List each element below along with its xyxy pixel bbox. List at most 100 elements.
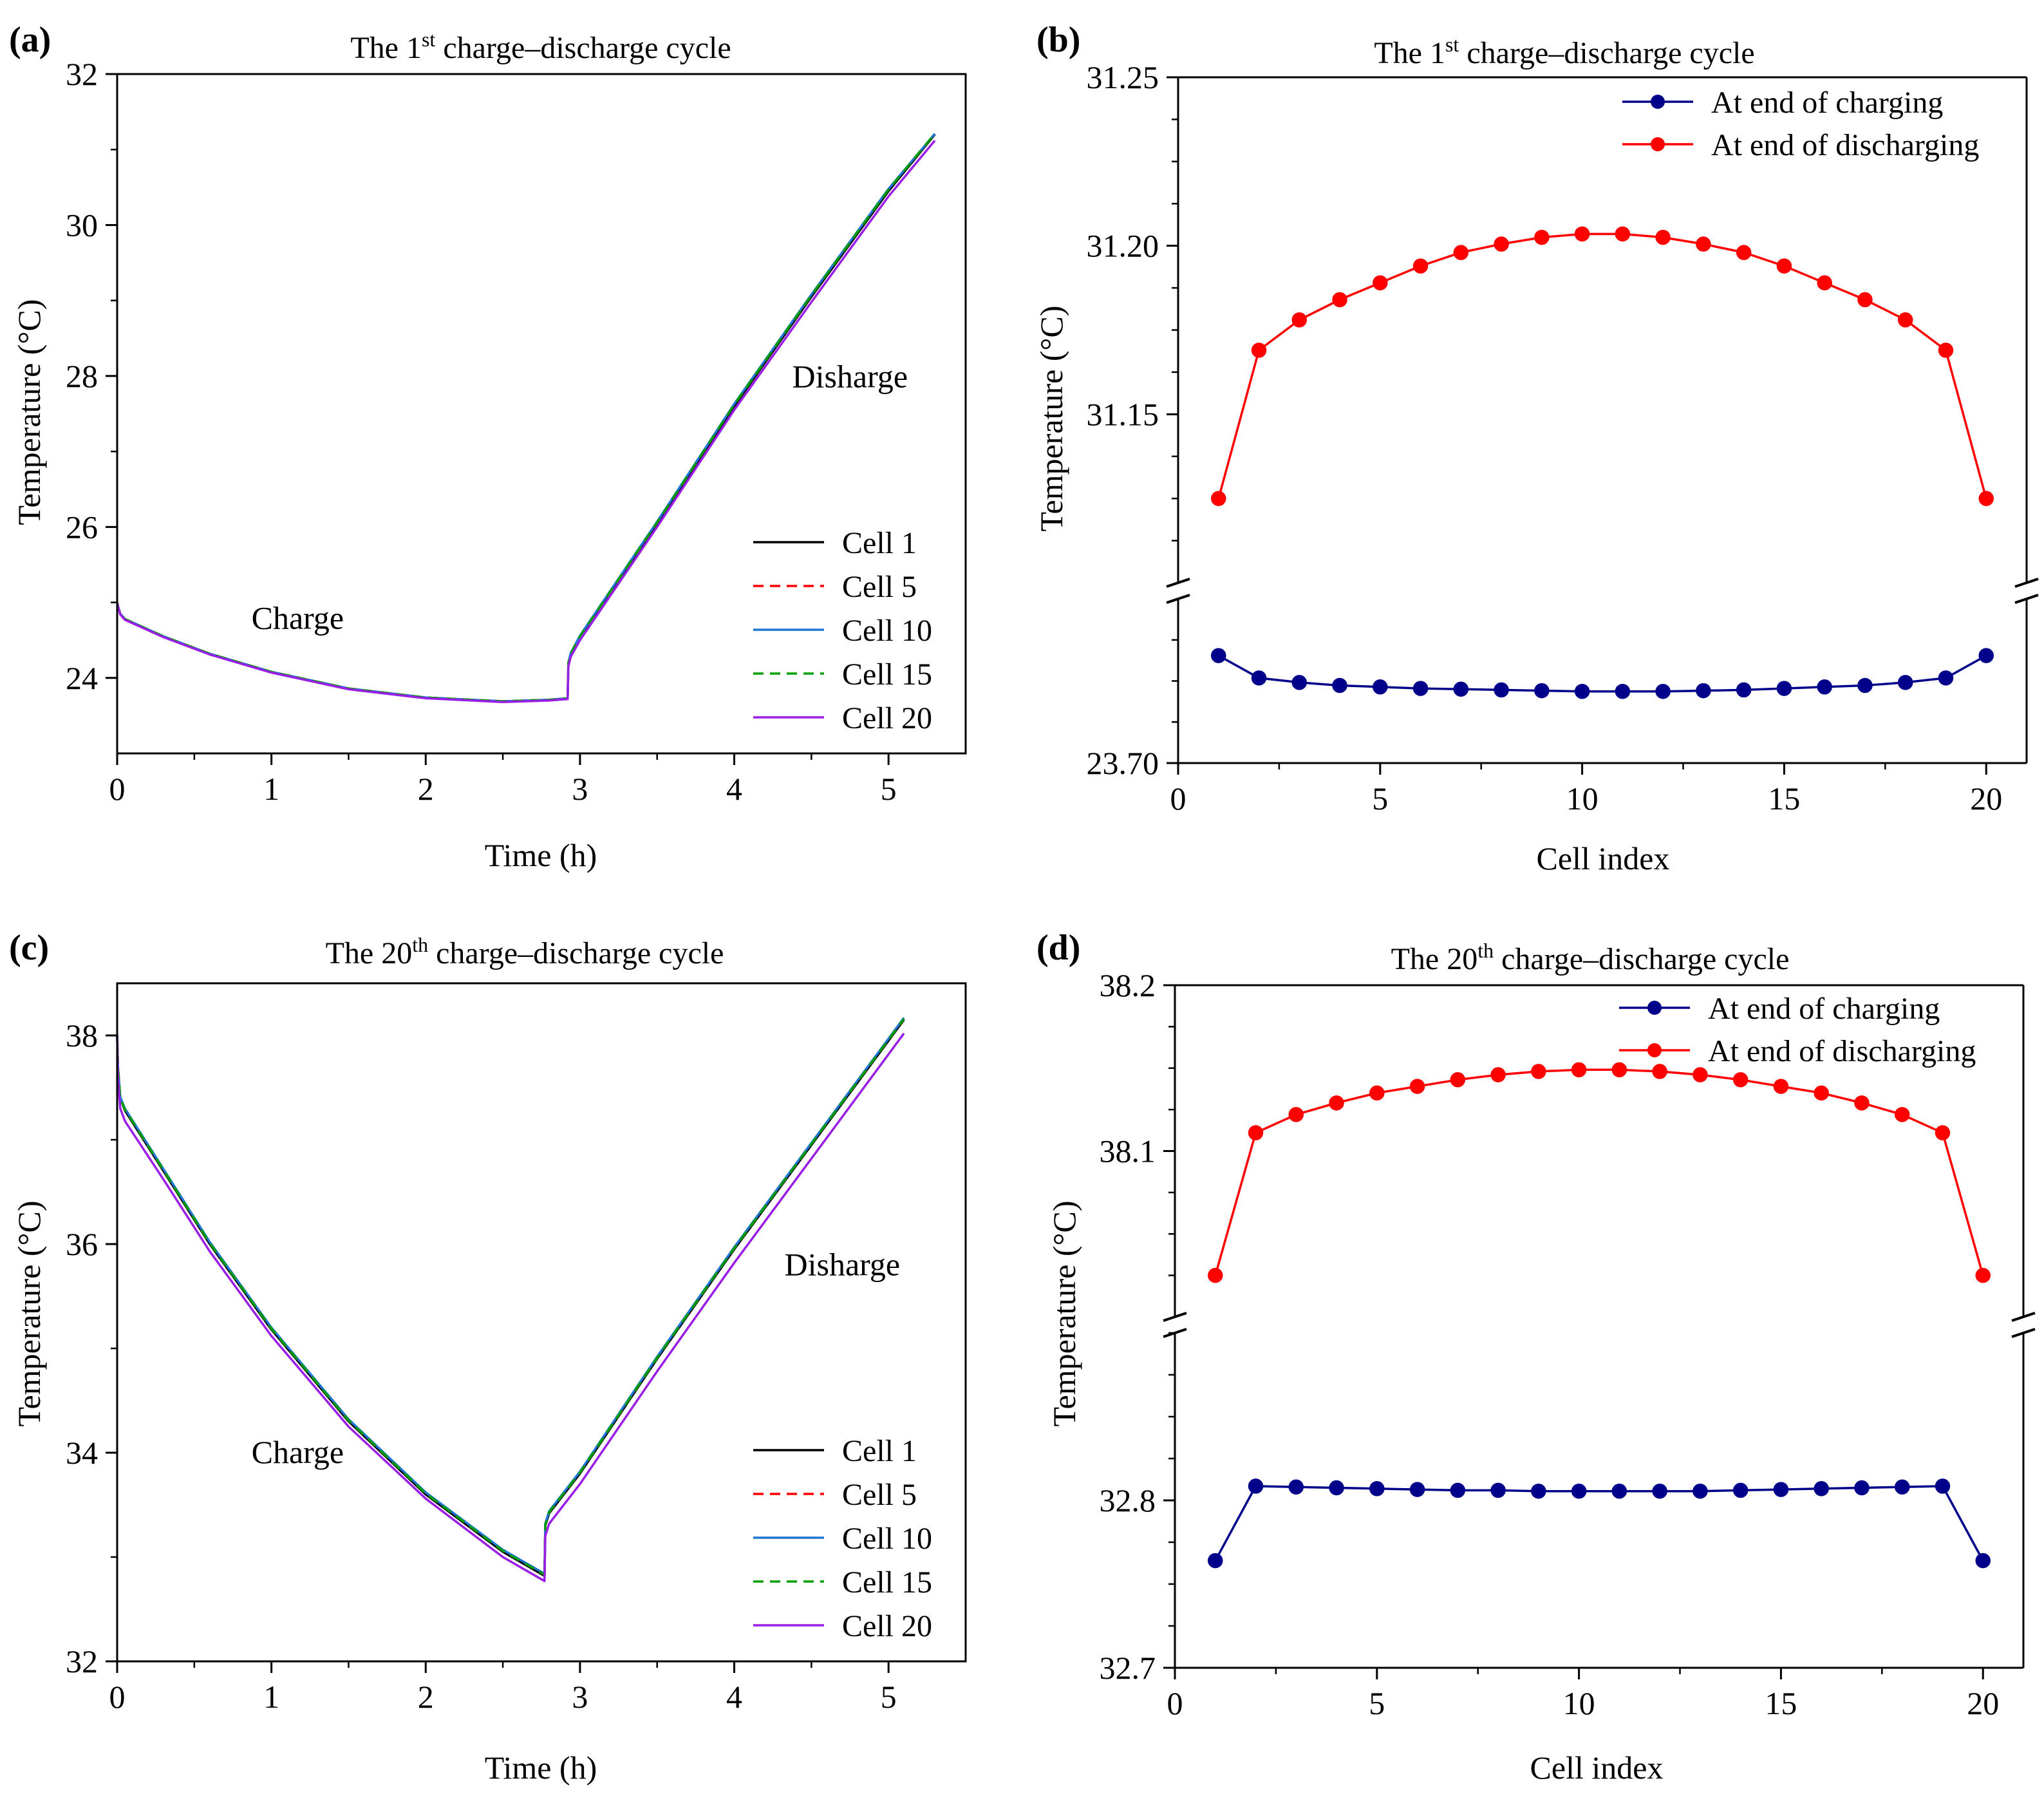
axis-break-mark — [2011, 1328, 2036, 1338]
data-point-at-end-of-charging — [1329, 1480, 1344, 1496]
panel-d-series — [1208, 1062, 1991, 1569]
x-tick-label: 0 — [109, 1679, 126, 1715]
legend-label: Cell 15 — [842, 1565, 932, 1600]
data-point-at-end-of-charging — [1773, 1482, 1789, 1497]
data-point-at-end-of-charging — [1409, 1482, 1425, 1497]
data-point-at-end-of-discharging — [1369, 1085, 1385, 1101]
data-point-at-end-of-discharging — [1251, 343, 1267, 358]
data-point-at-end-of-charging — [1611, 1483, 1627, 1499]
panel-d-xlabel: Cell index — [1530, 1750, 1664, 1786]
data-point-at-end-of-charging — [1412, 681, 1429, 696]
data-point-at-end-of-discharging — [1615, 226, 1631, 242]
data-point-at-end-of-discharging — [1938, 343, 1954, 358]
data-point-at-end-of-discharging — [1571, 1062, 1587, 1078]
axis-break-mark — [2011, 1312, 2036, 1322]
x-tick-label: 0 — [1170, 780, 1186, 817]
annotation-label: Disharge — [784, 1247, 900, 1283]
series-line-cell-1 — [116, 133, 936, 703]
panel-a-xlabel: Time (h) — [485, 837, 597, 873]
y-tick-label: 36 — [66, 1226, 98, 1262]
x-tick-label: 5 — [881, 1679, 897, 1715]
data-point-at-end-of-charging — [1736, 682, 1752, 698]
data-point-at-end-of-discharging — [1291, 312, 1308, 328]
data-point-at-end-of-charging — [1692, 1483, 1708, 1499]
data-point-at-end-of-charging — [1211, 648, 1226, 663]
legend-label: Cell 20 — [842, 701, 932, 735]
data-point-at-end-of-charging — [1453, 681, 1469, 697]
y-tick-label: 31.25 — [1087, 59, 1159, 95]
panel-b-legend: At end of charging At end of discharging — [1622, 86, 1979, 162]
data-point-at-end-of-charging — [1935, 1478, 1951, 1494]
x-tick-label: 1 — [263, 1679, 279, 1715]
x-tick-label: 5 — [1369, 1685, 1385, 1721]
annotation-label: Charge — [252, 1434, 344, 1470]
data-point-at-end-of-charging — [1369, 1481, 1385, 1497]
data-point-at-end-of-charging — [1490, 1482, 1506, 1498]
y-tick-label: 38 — [66, 1017, 98, 1053]
data-point-at-end-of-charging — [1897, 675, 1913, 690]
x-tick-label: 1 — [263, 771, 279, 807]
y-tick-label: 38.2 — [1100, 967, 1156, 1003]
y-tick-label: 24 — [66, 660, 98, 696]
y-tick-label: 28 — [66, 358, 98, 394]
series-line-cell-5 — [116, 1018, 905, 1576]
data-point-at-end-of-discharging — [1696, 236, 1711, 252]
y-tick-label: 26 — [66, 509, 98, 545]
series-line-cell-10 — [116, 1017, 905, 1575]
data-point-at-end-of-discharging — [1409, 1079, 1425, 1094]
data-point-at-end-of-discharging — [1978, 491, 1994, 506]
annotation-label: Charge — [252, 600, 344, 636]
x-tick-label: 10 — [1566, 780, 1599, 817]
data-point-at-end-of-charging — [1373, 679, 1388, 695]
x-tick-label: 0 — [1167, 1685, 1183, 1721]
panel-a-ticks: 0 1 2 3 4 5 24 26 28 30 32 — [66, 56, 897, 807]
data-point-at-end-of-charging — [1732, 1482, 1749, 1498]
panel-c: (c) The 20th charge–discharge cycle Time… — [9, 928, 967, 1786]
y-tick-label: 31.15 — [1087, 396, 1159, 432]
y-tick-label: 31.20 — [1087, 228, 1159, 264]
series-line-at-end-of-charging — [1214, 1485, 1984, 1562]
data-point-at-end-of-discharging — [1329, 1095, 1344, 1111]
panel-b-ylabel: Temperature (°C) — [1033, 305, 1069, 531]
data-point-at-end-of-discharging — [1692, 1067, 1708, 1082]
panel-c-letter: (c) — [9, 928, 49, 968]
legend-label: Cell 5 — [842, 1478, 917, 1512]
panel-c-legend: Cell 1 Cell 5 Cell 10 Cell 15 Cell 20 — [753, 1434, 932, 1643]
panel-c-frame — [116, 982, 967, 1663]
data-point-at-end-of-charging — [1574, 683, 1590, 699]
x-tick-label: 3 — [572, 1679, 588, 1715]
legend-label: Cell 1 — [842, 1434, 917, 1468]
y-tick-label: 32.7 — [1100, 1650, 1156, 1686]
data-point-at-end-of-charging — [1938, 670, 1954, 686]
y-tick-label: 32 — [66, 56, 98, 92]
legend-marker — [1647, 1001, 1662, 1015]
data-point-at-end-of-charging — [1696, 683, 1711, 699]
data-point-at-end-of-discharging — [1332, 292, 1347, 308]
data-point-at-end-of-charging — [1817, 679, 1832, 695]
series-line-cell-1 — [116, 1019, 905, 1577]
data-point-at-end-of-discharging — [1975, 1267, 1991, 1283]
legend-marker — [1651, 137, 1665, 151]
y-tick-label: 23.70 — [1087, 745, 1159, 781]
series-line-cell-15 — [116, 1018, 905, 1576]
data-point-at-end-of-discharging — [1935, 1125, 1951, 1140]
legend-label: At end of discharging — [1711, 128, 1979, 162]
data-point-at-end-of-discharging — [1857, 292, 1873, 308]
panel-b-frame — [1166, 76, 2039, 764]
legend-label: At end of charging — [1711, 86, 1943, 120]
x-tick-label: 4 — [726, 1679, 742, 1715]
data-point-at-end-of-charging — [1975, 1553, 1991, 1569]
data-point-at-end-of-charging — [1450, 1482, 1466, 1498]
series-line-at-end-of-discharging — [1217, 232, 1987, 499]
data-point-at-end-of-discharging — [1736, 245, 1752, 260]
legend-label: Cell 10 — [842, 1522, 932, 1556]
panel-c-title: The 20th charge–discharge cycle — [326, 933, 724, 970]
data-point-at-end-of-charging — [1251, 670, 1267, 686]
series-line-cell-10 — [116, 133, 936, 703]
x-tick-label: 5 — [1372, 780, 1388, 817]
panel-a-letter: (a) — [9, 20, 51, 60]
data-point-at-end-of-charging — [1332, 677, 1347, 694]
x-tick-label: 4 — [726, 771, 742, 807]
